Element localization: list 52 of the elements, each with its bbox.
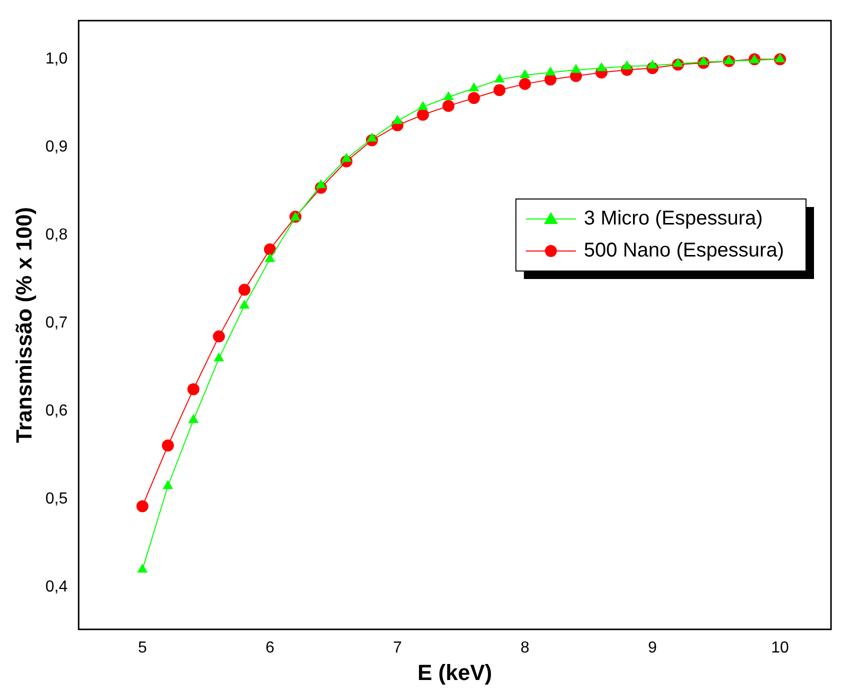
x-tick-label: 5: [138, 639, 147, 656]
point: [188, 414, 199, 424]
y-tick-label: 0,9: [45, 138, 68, 156]
point: [596, 62, 607, 72]
point: [162, 480, 174, 489]
point: [468, 92, 480, 104]
point: [264, 243, 276, 256]
point: [468, 82, 480, 92]
point: [622, 60, 632, 70]
y-axis-title: Transmissão (% x 100): [11, 206, 36, 444]
point: [162, 440, 174, 452]
point: [518, 78, 531, 90]
point: [545, 66, 556, 76]
point: [264, 253, 276, 262]
y-tick-label: 0,7: [45, 314, 68, 332]
x-axis-title: E (keV): [418, 660, 492, 685]
x-tick-label: 8: [520, 639, 530, 656]
y-tick-label: 0,4: [45, 578, 68, 596]
x-tick-label: 7: [392, 639, 402, 656]
x-tick-label: 6: [265, 639, 274, 656]
point: [494, 74, 505, 83]
point: [672, 58, 684, 67]
point: [137, 564, 148, 573]
legend-label: 3 Micro (Espessura): [584, 208, 763, 230]
point: [136, 500, 148, 512]
point: [774, 53, 786, 62]
point: [341, 152, 352, 162]
y-tick-label: 0,6: [45, 402, 68, 420]
y-tick-label: 0,5: [45, 490, 68, 508]
point: [416, 108, 429, 121]
point: [214, 352, 224, 362]
y-tick-label: 0,8: [45, 226, 68, 244]
point: [442, 100, 454, 112]
point: [187, 383, 200, 396]
y-tick-label: 1,0: [45, 50, 68, 68]
point: [443, 91, 454, 100]
point: [238, 284, 250, 296]
point: [647, 59, 658, 68]
point: [392, 114, 403, 124]
point: [239, 300, 250, 309]
x-tick-label: 9: [648, 639, 658, 656]
point: [418, 100, 428, 110]
point: [724, 55, 734, 64]
legend-label: 500 Nano (Espessura): [584, 240, 784, 262]
point: [316, 179, 326, 188]
point: [212, 330, 225, 342]
x-tick-label: 10: [771, 639, 789, 656]
point: [570, 64, 582, 73]
point: [698, 56, 709, 65]
point: [493, 84, 506, 96]
point: [520, 69, 530, 78]
point: [366, 132, 378, 142]
